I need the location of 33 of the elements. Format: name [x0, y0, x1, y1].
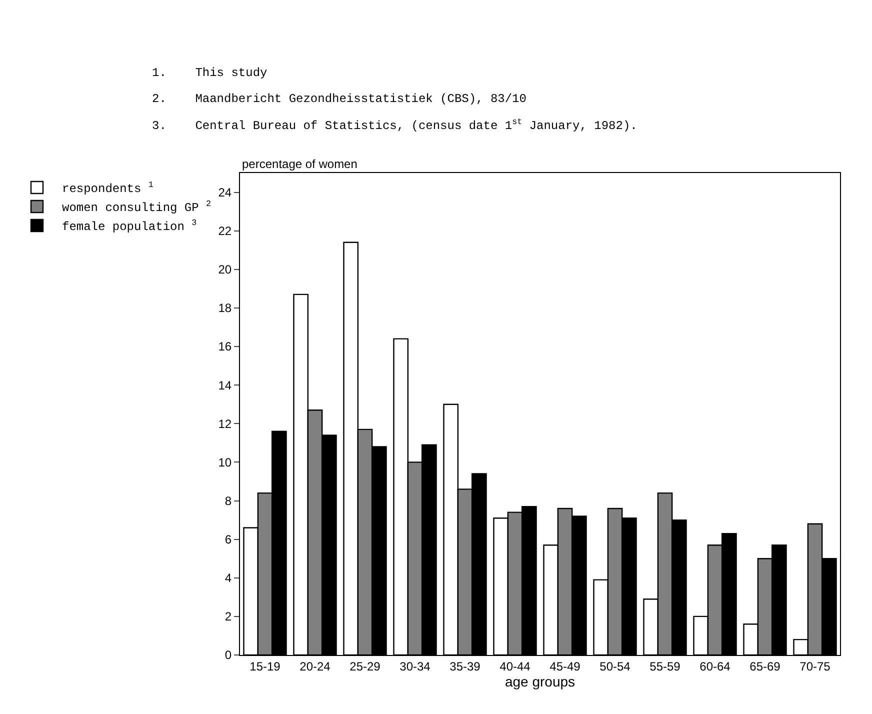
x-tick-label: 70-75 — [800, 659, 831, 674]
x-tick-label: 55-59 — [650, 659, 681, 674]
y-tick-label: 18 — [218, 301, 232, 316]
x-tick-label: 45-49 — [550, 659, 581, 674]
y-tick-label: 8 — [224, 494, 232, 508]
x-tick-label: 35-39 — [450, 659, 481, 674]
y-tick-label: 4 — [224, 571, 232, 586]
text: 3. Central Bureau of Statistics, (census date 1$^{st}$ January, 1982). — [152, 117, 638, 134]
y-tick-label: 10 — [218, 455, 232, 470]
x-axis-title: age groups — [504, 674, 576, 690]
y-tick-label: 12 — [218, 416, 232, 431]
x-tick-label: 30-34 — [400, 659, 431, 674]
x-tick-label: 20-24 — [300, 659, 331, 674]
x-tick-label: 65-69 — [750, 659, 781, 674]
legend-label: female population $^{3}$ — [62, 218, 197, 234]
y-tick-label: 16 — [218, 340, 232, 354]
legend-label: respondents $^{1}$ — [62, 180, 154, 196]
y-tick-label: 20 — [218, 262, 232, 277]
text: 1. This study — [152, 66, 268, 80]
x-tick-label: 15-19 — [250, 659, 281, 674]
x-tick-label: 40-44 — [500, 659, 531, 674]
x-tick-label: 25-29 — [350, 659, 381, 674]
text: 2. Maandbericht Gezondheisstatistiek (CBS), 83/10 — [152, 92, 526, 106]
y-tick-label: 14 — [218, 378, 232, 392]
y-axis-title: percentage of women — [242, 157, 358, 171]
y-tick-label: 6 — [224, 532, 232, 547]
y-tick-label: 0 — [224, 648, 232, 662]
y-tick-label: 24 — [218, 185, 232, 200]
x-tick-label: 60-64 — [700, 659, 731, 674]
y-tick-label: 22 — [218, 224, 232, 238]
legend-label: women consulting GP $^{2}$ — [62, 199, 212, 216]
x-tick-label: 50-54 — [600, 659, 631, 674]
y-tick-label: 2 — [224, 610, 232, 624]
